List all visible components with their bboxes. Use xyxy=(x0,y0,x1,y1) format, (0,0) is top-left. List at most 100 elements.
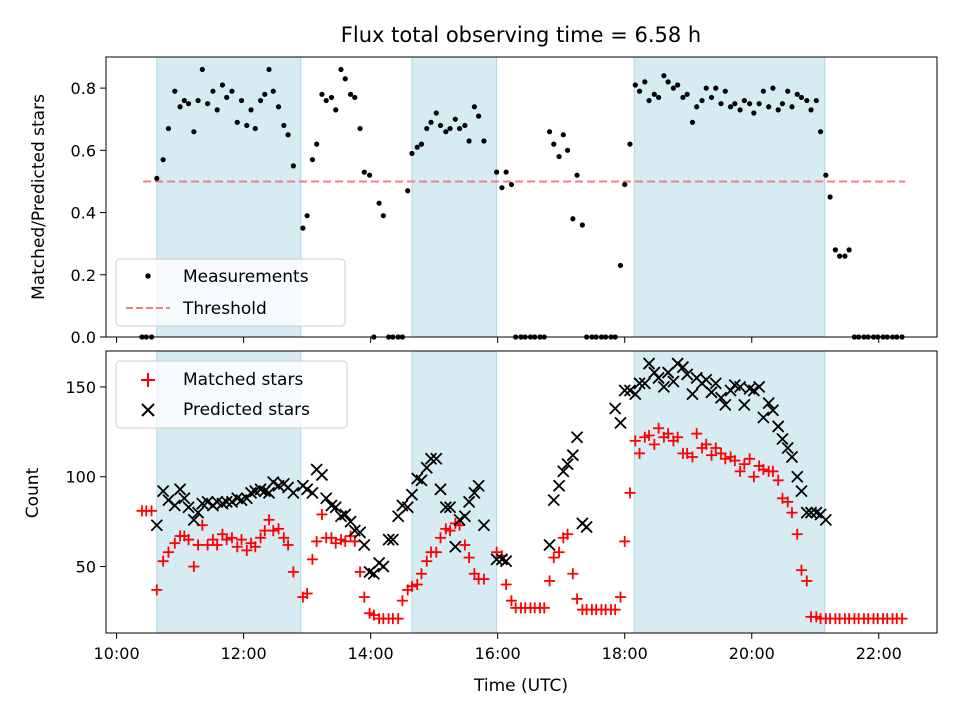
matched-stars-point xyxy=(619,535,631,547)
predicted-stars-point xyxy=(800,506,813,519)
predicted-stars-point xyxy=(633,377,646,390)
matched-stars-point xyxy=(430,546,442,558)
measurement-point xyxy=(551,141,557,147)
measurement-point xyxy=(808,107,814,113)
x-tick-label: 10:00 xyxy=(94,644,140,663)
measurement-point xyxy=(798,94,805,101)
matched-stars-point xyxy=(548,552,560,564)
top-legend-box xyxy=(115,258,346,327)
measurement-point xyxy=(627,141,633,147)
measurement-point xyxy=(499,185,505,191)
measurement-point xyxy=(651,91,657,97)
x-axis-label: Time (UTC) xyxy=(473,676,568,696)
predicted-stars-point xyxy=(382,533,395,546)
predicted-stars-point xyxy=(500,555,513,568)
predicted-stars-point xyxy=(795,484,808,498)
predicted-stars-point xyxy=(430,452,443,465)
measurement-point xyxy=(270,88,276,94)
matched-stars-point xyxy=(782,496,794,508)
matched-stars-point xyxy=(151,584,163,596)
matched-stars-point xyxy=(188,561,200,573)
predicted-stars-point xyxy=(401,501,414,514)
measurement-point xyxy=(617,262,624,269)
predicted-stars-point xyxy=(458,510,472,523)
matched-stars-point xyxy=(614,591,626,603)
measurement-point xyxy=(433,110,439,116)
bottom-plot-frame xyxy=(105,350,938,634)
matched-stars-point xyxy=(648,438,660,450)
matched-stars-point xyxy=(273,523,285,535)
predicted-stars-point xyxy=(747,384,760,397)
predicted-stars-point xyxy=(552,479,566,492)
measurement-point xyxy=(775,107,781,113)
x-tick-label: 22:00 xyxy=(856,644,902,663)
matched-stars-point xyxy=(435,532,447,544)
matched-stars-point xyxy=(463,552,475,564)
matched-stars-point xyxy=(226,532,238,544)
measurement-point xyxy=(737,107,743,113)
predicted-stars-point xyxy=(609,402,622,415)
measurement-point xyxy=(476,113,482,119)
matched-stars-point xyxy=(146,505,158,517)
measurement-point xyxy=(680,94,686,101)
predicted-stars-point xyxy=(216,497,229,510)
predicted-stars-point xyxy=(700,373,713,386)
top-y-tick-label: 0.6 xyxy=(71,141,96,160)
matched-stars-point xyxy=(392,613,404,625)
matched-stars-point xyxy=(772,474,784,486)
predicted-stars-point xyxy=(315,468,329,482)
measurement-point xyxy=(266,66,272,73)
top-y-tick-label: 0.4 xyxy=(71,204,96,223)
top-y-axis-label: Matched/Predicted stars xyxy=(29,94,49,300)
measurement-point xyxy=(181,97,187,104)
predicted-stars-point xyxy=(254,483,267,496)
predicted-stars-point xyxy=(681,368,694,381)
predicted-stars-point xyxy=(420,461,433,474)
predicted-stars-point xyxy=(657,380,671,394)
predicted-stars-point xyxy=(791,470,804,483)
matched-stars-point xyxy=(306,553,318,565)
measurement-point xyxy=(741,97,747,104)
matched-stars-point xyxy=(183,534,195,546)
predicted-stars-point xyxy=(449,540,462,553)
measurement-point xyxy=(380,213,386,219)
measurement-point xyxy=(172,88,178,94)
measurement-point xyxy=(670,85,677,91)
matched-stars-point xyxy=(643,429,655,441)
measurement-point xyxy=(185,101,192,107)
matched-stars-point xyxy=(169,537,181,549)
matched-stars-point xyxy=(255,532,267,544)
measurement-point xyxy=(574,172,580,178)
measurement-point xyxy=(837,253,843,259)
measurement-point xyxy=(665,79,671,85)
predicted-stars-point xyxy=(766,404,780,417)
matched-stars-point xyxy=(358,591,370,603)
measurement-point xyxy=(428,119,434,125)
matched-stars-point xyxy=(500,579,512,591)
top-y-tick-label: 0.2 xyxy=(71,266,96,285)
matched-stars-point xyxy=(339,535,351,547)
matched-stars-point xyxy=(738,458,750,470)
predicted-stars-point xyxy=(358,538,371,552)
measurement-point xyxy=(703,85,709,91)
x-tick-label: 20:00 xyxy=(729,644,775,663)
matched-stars-point xyxy=(609,604,621,616)
measurement-point xyxy=(785,88,791,94)
measurement-point xyxy=(309,157,316,163)
top-y-ticks: 0.0 0.2 0.4 0.6 0.8 xyxy=(71,79,106,347)
measurement-point xyxy=(342,76,348,82)
measurement-point xyxy=(779,101,786,107)
observing-window-3 xyxy=(633,56,826,338)
measurement-point xyxy=(347,91,354,97)
predicted-stars-point xyxy=(300,483,314,496)
measurement-point xyxy=(244,122,250,129)
predicted-stars-point xyxy=(178,492,191,505)
measurement-point xyxy=(357,125,363,132)
measurement-point xyxy=(466,138,472,144)
matched-stars-point xyxy=(311,535,323,547)
bottom-y-tick-label: 50 xyxy=(76,558,96,577)
predicted-stars-point xyxy=(781,441,794,455)
predicted-stars-points xyxy=(150,357,832,580)
matched-stars-point xyxy=(553,546,565,558)
